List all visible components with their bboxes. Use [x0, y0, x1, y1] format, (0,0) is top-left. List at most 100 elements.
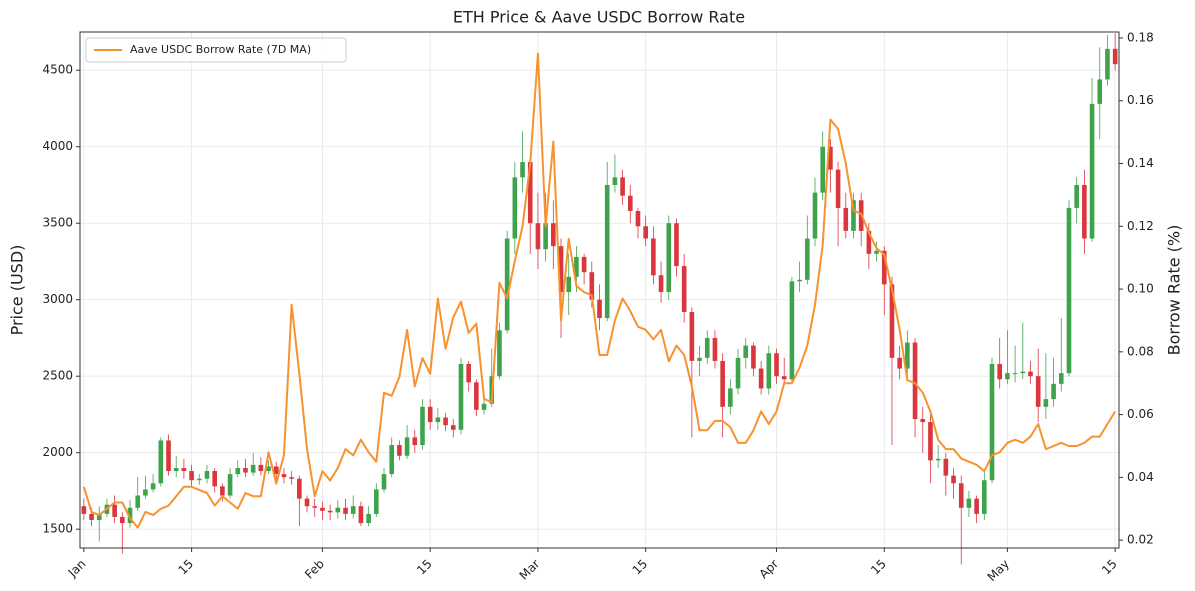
candle-body — [551, 223, 556, 247]
candle-body — [320, 507, 325, 511]
candle-body — [443, 417, 448, 426]
candle-body — [327, 510, 333, 513]
candle-body — [681, 266, 687, 312]
candle-body — [651, 238, 656, 276]
y-axis-label: Price (USD) — [8, 245, 27, 336]
candle-body — [804, 238, 810, 280]
candle-body — [797, 279, 802, 282]
candle-body — [343, 507, 348, 514]
candle-body — [789, 281, 795, 380]
x-tick-label: 15 — [414, 557, 435, 578]
candle-body — [481, 403, 487, 410]
candle-body — [966, 498, 972, 508]
candle-body — [612, 177, 618, 185]
candle-body — [266, 466, 271, 472]
candle-body — [497, 330, 502, 377]
candle-body — [504, 238, 510, 331]
candle-body — [1043, 399, 1049, 407]
candle-body — [404, 437, 410, 456]
candle-body — [435, 417, 441, 423]
y2-tick-label: 0.02 — [1127, 533, 1154, 547]
candle-body — [143, 489, 148, 496]
candle-body — [943, 458, 949, 476]
y-tick-label: 3500 — [42, 216, 73, 230]
candle-body — [712, 337, 718, 361]
candle-body — [1082, 184, 1087, 239]
candle-body — [781, 376, 787, 380]
candle-body — [135, 495, 141, 508]
x-tick-label: 15 — [175, 557, 196, 578]
candle-body — [720, 360, 725, 407]
candle-body — [889, 284, 895, 358]
candle-body — [535, 223, 541, 250]
candle-body — [543, 223, 548, 250]
y-tick-label: 2000 — [42, 445, 73, 459]
candle-body — [1012, 373, 1018, 375]
candle-body — [1028, 371, 1033, 377]
candle-body — [766, 353, 772, 389]
y2-axis-label: Borrow Rate (%) — [1165, 225, 1184, 356]
x-tick-label: 15 — [1099, 557, 1120, 578]
candle-body — [220, 486, 225, 496]
legend-label: Aave USDC Borrow Rate (7D MA) — [130, 43, 311, 56]
candle-body — [227, 474, 233, 496]
candle-body — [558, 246, 564, 293]
candle-body — [997, 363, 1003, 380]
candle-body — [166, 440, 171, 472]
candle-body — [1112, 48, 1118, 65]
x-tick-label: May — [985, 557, 1012, 584]
x-tick-label: Feb — [302, 557, 327, 582]
candle-body — [196, 478, 202, 481]
candle-body — [243, 467, 248, 473]
y-tick-label: 4000 — [42, 139, 73, 153]
candle-body — [366, 513, 371, 524]
candle-body — [851, 200, 856, 231]
candle-body — [89, 513, 94, 521]
candle-body — [881, 250, 887, 285]
candle-body — [635, 210, 641, 227]
candle-body — [458, 363, 464, 430]
candle-body — [697, 357, 702, 361]
chart-title: ETH Price & Aave USDC Borrow Rate — [453, 8, 745, 27]
candle-body — [581, 256, 587, 273]
candle-body — [674, 223, 679, 267]
candle-body — [658, 275, 664, 293]
x-tick-label: Apr — [757, 557, 782, 582]
candle-body — [181, 467, 187, 472]
candle-body — [874, 250, 879, 254]
candle-body — [450, 425, 456, 430]
candle-body — [250, 464, 256, 473]
candle-body — [866, 230, 872, 254]
x-tick-label: Jan — [65, 557, 89, 581]
candle-body — [81, 506, 87, 514]
y2-tick-label: 0.08 — [1127, 344, 1154, 358]
candle-body — [358, 506, 364, 524]
candle-body — [150, 483, 156, 490]
legend-box — [85, 37, 347, 63]
borrow-rate-line — [82, 52, 1117, 529]
candle-body — [905, 342, 910, 369]
candle-body — [1051, 383, 1056, 400]
candle-body — [527, 162, 533, 224]
x-tick-label: Mar — [517, 557, 543, 583]
candle-body — [427, 406, 433, 423]
candle-body — [474, 382, 479, 410]
candle-body — [566, 276, 572, 293]
candle-body — [389, 445, 395, 475]
candle-body — [520, 162, 525, 178]
candle-body — [820, 146, 826, 193]
candle-body — [96, 513, 102, 521]
candle-body — [843, 207, 849, 231]
candle-body — [743, 345, 749, 358]
candle-body — [935, 458, 941, 461]
candle-body — [1058, 373, 1064, 384]
candle-body — [1020, 371, 1026, 374]
candle-body — [258, 464, 264, 472]
candle-body — [189, 471, 194, 481]
legend: Aave USDC Borrow Rate (7D MA) — [85, 37, 347, 63]
y-tick-label: 2500 — [42, 369, 73, 383]
candle-body — [574, 256, 579, 277]
y-tick-label: 3000 — [42, 292, 73, 306]
candle-body — [120, 516, 125, 524]
candle-body — [273, 466, 279, 475]
